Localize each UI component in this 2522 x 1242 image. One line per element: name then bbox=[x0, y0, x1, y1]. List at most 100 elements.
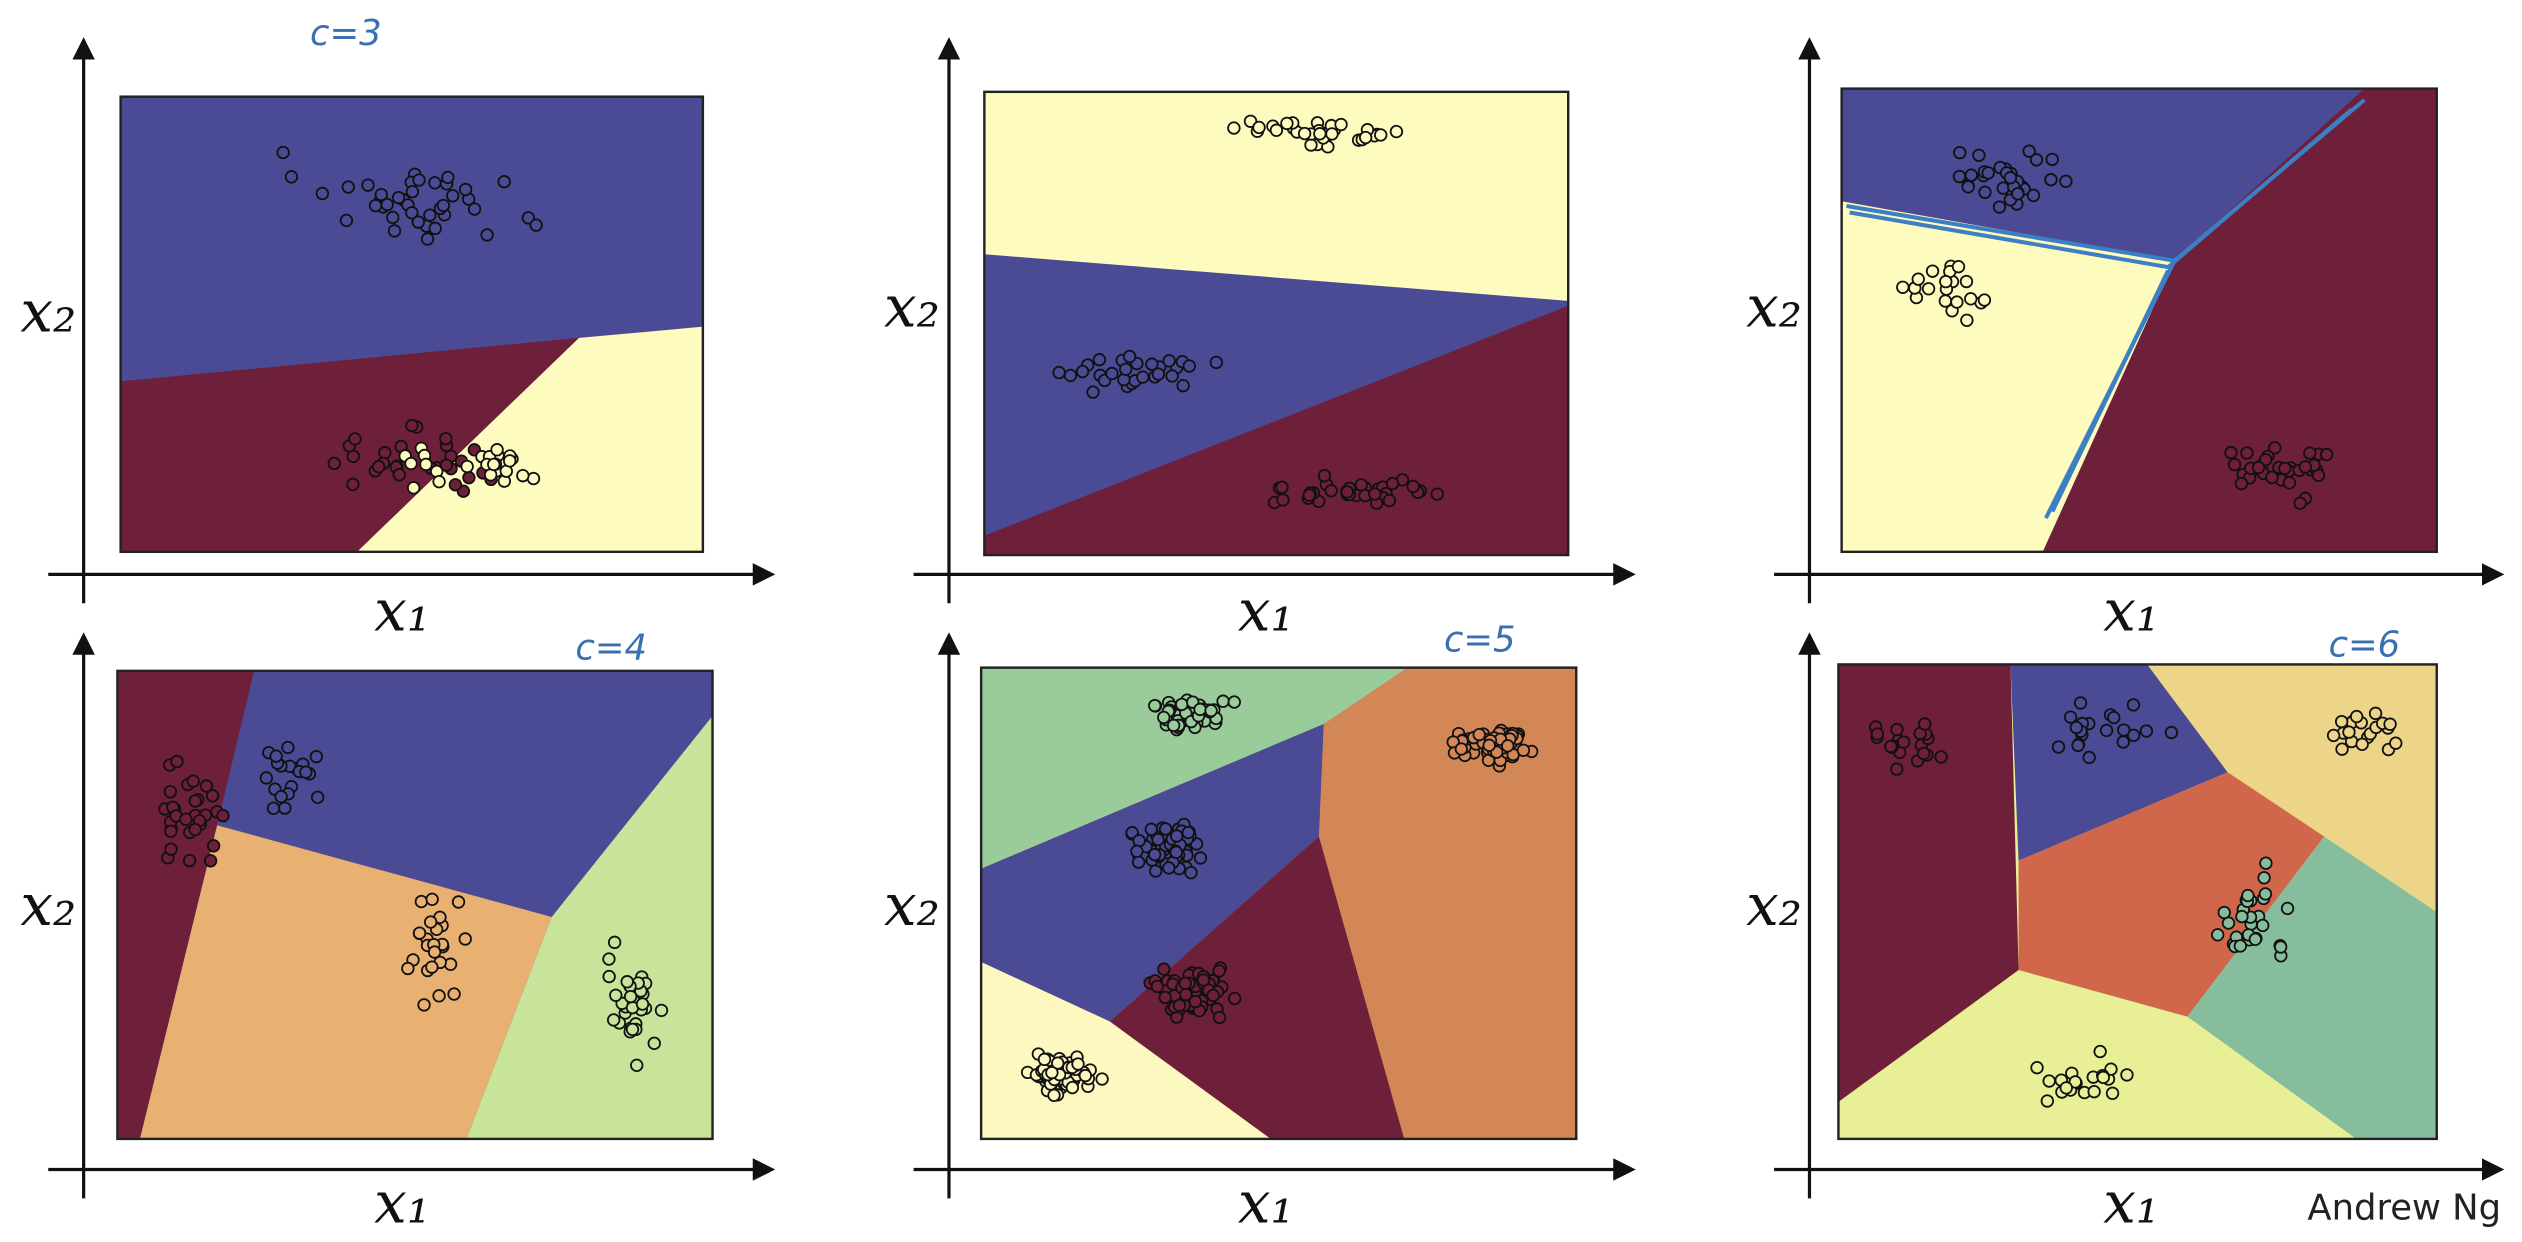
scatter-point bbox=[1176, 378, 1190, 393]
scatter-point bbox=[188, 822, 202, 837]
scatter-point bbox=[412, 926, 427, 940]
scatter-point bbox=[2042, 1074, 2056, 1088]
scatter-point bbox=[1324, 484, 1338, 498]
scatter-point bbox=[1206, 988, 1220, 1003]
scatter-point bbox=[205, 789, 220, 803]
scatter-point bbox=[419, 457, 433, 472]
scatter-point bbox=[1078, 1068, 1093, 1083]
scatter-point bbox=[1172, 998, 1187, 1013]
scatter-point bbox=[2293, 496, 2307, 510]
y-axis-label: x₂ bbox=[884, 871, 940, 939]
scatter-point bbox=[1212, 964, 1226, 978]
scatter-point bbox=[259, 771, 273, 785]
scatter-point bbox=[405, 184, 420, 199]
plot-frame bbox=[119, 95, 705, 554]
axes: x₁ x₂ bbox=[884, 37, 1636, 645]
scatter-point bbox=[2087, 1085, 2101, 1099]
scatter-point bbox=[1358, 130, 1373, 145]
region bbox=[2010, 664, 2228, 861]
scatter-point bbox=[1169, 845, 1183, 859]
scatter-point bbox=[2105, 1086, 2120, 1100]
scatter-point bbox=[2259, 856, 2273, 870]
region bbox=[357, 326, 703, 552]
scatter-point bbox=[1150, 979, 1165, 994]
scatter-point bbox=[1151, 367, 1166, 381]
scatter-point bbox=[1179, 987, 1193, 1002]
scatter-point bbox=[1917, 746, 1931, 761]
scatter-point bbox=[1216, 694, 1230, 708]
scatter-point bbox=[2120, 1068, 2134, 1082]
scatter-point bbox=[1193, 851, 1208, 865]
region bbox=[1109, 836, 1405, 1139]
scatter-point bbox=[480, 228, 494, 242]
scatter-point bbox=[1340, 485, 1354, 499]
scatter-point bbox=[2235, 909, 2249, 924]
author: Andrew Ng bbox=[2307, 1187, 2501, 1228]
scatter-point bbox=[2116, 735, 2130, 749]
scatter-point bbox=[432, 474, 446, 489]
pen-annotation bbox=[1846, 98, 2366, 519]
scatter-point bbox=[1169, 829, 1184, 843]
y-axis-label: x₂ bbox=[20, 277, 76, 345]
scatter-point bbox=[1131, 855, 1146, 869]
scatter-point bbox=[458, 182, 473, 197]
scatter-point bbox=[1165, 369, 1179, 383]
scatter-point bbox=[497, 175, 511, 189]
scatter-point bbox=[1516, 743, 1531, 757]
scatter-point bbox=[2256, 918, 2270, 933]
scatter-point bbox=[341, 180, 355, 194]
scatter-point bbox=[2045, 152, 2059, 167]
scatter-point bbox=[2265, 470, 2279, 485]
scatter-point bbox=[2217, 905, 2231, 920]
scatter-point bbox=[1105, 366, 1119, 381]
scatter-point bbox=[1130, 844, 1144, 858]
scatter-point bbox=[635, 997, 650, 1011]
scatter-point bbox=[1178, 976, 1192, 991]
scatter-point bbox=[2126, 728, 2141, 742]
scatter-point bbox=[1063, 368, 1078, 383]
scatter-point bbox=[1276, 493, 1290, 507]
scatter-point bbox=[1884, 739, 1898, 754]
scatter-point bbox=[405, 418, 419, 433]
scatter-point bbox=[2342, 725, 2356, 739]
scatter-point bbox=[1181, 825, 1196, 840]
scatter-point bbox=[529, 218, 543, 232]
scatter-point bbox=[1227, 991, 1242, 1006]
scatter-point bbox=[374, 187, 388, 202]
scatter-point bbox=[2320, 447, 2334, 462]
annotation: c=4 bbox=[575, 628, 647, 669]
scatter-point bbox=[620, 975, 634, 989]
scatter-point bbox=[1122, 349, 1137, 364]
scatter-point bbox=[164, 824, 178, 838]
scatter-point bbox=[448, 478, 463, 492]
scatter-point bbox=[2117, 723, 2131, 737]
scatter-point bbox=[1144, 822, 1158, 836]
scatter-point bbox=[1145, 357, 1159, 371]
scatter-point bbox=[1045, 1065, 1059, 1080]
scatter-point bbox=[428, 221, 442, 236]
scatter-point bbox=[1157, 962, 1171, 976]
scatter-point bbox=[1890, 762, 1904, 776]
scatter-point bbox=[1382, 493, 1397, 508]
scatter-point bbox=[436, 198, 451, 213]
scatter-point bbox=[2082, 750, 2096, 765]
scatter-point bbox=[278, 801, 292, 815]
scatter-point bbox=[1175, 697, 1189, 712]
scatter-point bbox=[446, 189, 460, 203]
scatter-point bbox=[339, 213, 354, 228]
scatter-point bbox=[460, 459, 474, 474]
x-axis-label: x₁ bbox=[374, 577, 430, 645]
scatter-point bbox=[361, 178, 375, 192]
scatter-point bbox=[203, 854, 218, 868]
scatter-point bbox=[391, 190, 406, 205]
scatter-point bbox=[439, 458, 454, 472]
panel bbox=[1840, 87, 2438, 554]
scatter-point bbox=[2326, 728, 2341, 743]
scatter-point bbox=[1978, 185, 1992, 199]
scatter-point bbox=[2044, 173, 2058, 187]
scatter-point bbox=[1918, 717, 1932, 731]
scatter-point bbox=[1269, 123, 1284, 137]
scatter-point bbox=[1037, 1052, 1052, 1067]
scatter-point bbox=[2278, 461, 2292, 476]
scatter-point bbox=[1052, 365, 1066, 380]
